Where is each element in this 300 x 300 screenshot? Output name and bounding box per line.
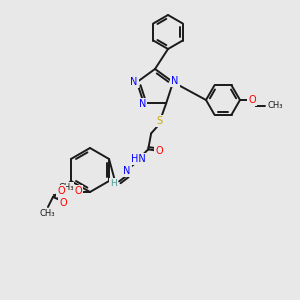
- Text: CH₃: CH₃: [39, 209, 55, 218]
- Text: O: O: [74, 186, 82, 196]
- Text: N: N: [139, 99, 146, 110]
- Text: O: O: [57, 186, 65, 196]
- Text: CH₃: CH₃: [58, 182, 74, 191]
- Text: HN: HN: [131, 154, 146, 164]
- Text: O: O: [155, 146, 163, 156]
- Text: CH₃: CH₃: [267, 101, 283, 110]
- Text: S: S: [156, 116, 162, 126]
- Text: O: O: [248, 95, 256, 105]
- Text: N: N: [124, 167, 131, 176]
- Text: N: N: [130, 77, 138, 87]
- Text: N: N: [171, 76, 179, 86]
- Text: O: O: [59, 198, 67, 208]
- Text: H: H: [110, 179, 116, 188]
